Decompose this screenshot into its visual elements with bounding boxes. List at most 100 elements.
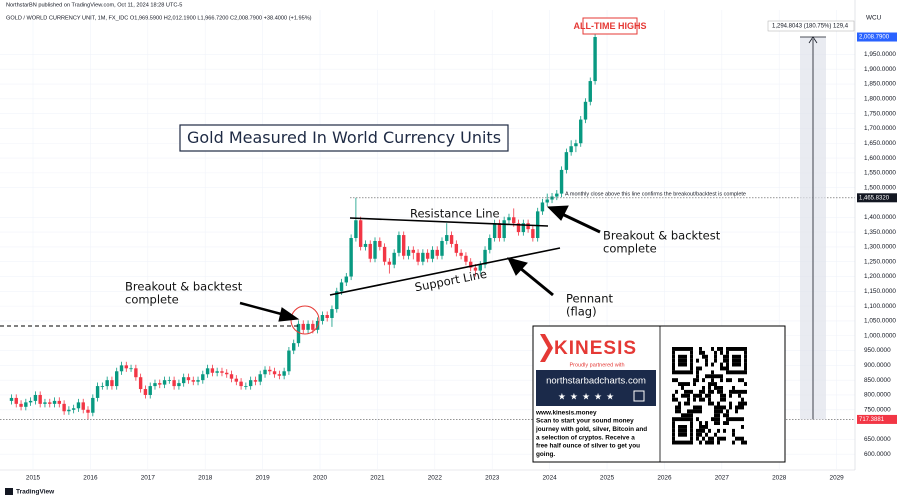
qr-module [690,350,693,355]
candle-body [86,409,90,413]
qr-module [735,405,738,410]
qr-module [720,397,723,402]
qr-module [687,370,690,375]
breakout-right: Breakout & backtest [603,229,721,243]
qr-module [705,440,708,445]
qr-module [684,382,687,386]
qr-module [684,358,687,363]
arrow-head [278,307,300,322]
x-tick-label: 2028 [772,475,787,482]
qr-module [681,386,684,390]
qr-module [675,378,678,383]
qr-module [738,405,741,410]
candle-body [473,267,478,271]
qr-module [702,425,705,429]
candle-body [148,386,152,395]
qr-module [735,358,738,363]
qr-module [672,366,675,371]
qr-module [672,358,675,363]
qr-module [672,436,675,441]
qr-module [738,362,741,367]
overlays: 2,008.7900 1,465.8320 717.3881 1,294.8043 (… [0,20,897,424]
qr-module [711,347,714,351]
qr-module [708,389,711,394]
qr-module [726,366,729,371]
currency: WCU [866,15,882,22]
breakout-left: complete [125,293,179,307]
qr-module [690,428,693,433]
qr-module [744,362,747,367]
candle-body [540,202,545,212]
qr-module [672,350,675,355]
qr-module [696,409,699,414]
candle-body [545,199,549,203]
candle-body [574,143,578,147]
qr-module [711,382,714,386]
qr-module [714,374,717,379]
qr-module [690,425,693,429]
qr-module [738,389,741,394]
candle-body [28,400,33,403]
y-tick-label: 1,350.0000 [864,229,896,236]
candle-body [124,365,128,369]
qr-module [744,401,747,406]
y-tick-label: 600.0000 [864,451,891,458]
qr-module [690,417,693,422]
qr-module [690,362,693,367]
qr-module [702,386,705,390]
qr-module [684,425,687,429]
x-tick-label: 2020 [313,475,328,482]
qr-module [687,417,690,422]
y-tick-label: 750.0000 [864,406,891,413]
qr-module [672,440,675,445]
candle-body [516,223,521,233]
qr-module [714,354,717,359]
qr-module [738,417,741,422]
y-tick-label: 1,250.0000 [864,258,896,265]
qr-module [711,389,714,394]
qr-module [729,417,732,422]
y-tick-label: 1,300.0000 [864,244,896,251]
pennant-label: Pennant [566,292,614,306]
qr-module [702,397,705,402]
ad: KINESIS Proudly partnered with northstar… [532,325,786,463]
qr-module [732,389,735,394]
qr-module [726,413,729,418]
candle-body [368,243,372,259]
qr-module [684,401,687,406]
qr-module [717,413,720,418]
y-tick-label: 1,750.0000 [864,110,896,117]
qr-module [723,421,726,425]
qr-module [714,417,717,422]
qr-module [678,382,681,386]
ad-banner [536,370,656,406]
qr-module [729,378,732,383]
qr-module [699,350,702,355]
y-tick-label: 650.0000 [864,436,891,443]
qr-module [684,413,687,418]
qr-module [672,370,675,375]
qr-module [684,362,687,367]
qr-module [702,378,705,383]
candle-body [196,380,200,382]
candle-body [62,403,66,412]
qr-module [699,428,702,433]
support-line [329,247,561,296]
candle-body [335,291,339,310]
candle-body [181,377,186,384]
y-tick-label: 1,500.0000 [864,184,896,191]
qr-module [672,393,675,398]
candle-body [311,323,315,330]
qr-module [741,397,744,402]
qr-module [738,436,741,441]
qr-module [717,374,720,379]
qr-module [681,413,684,418]
qr-module [696,366,699,371]
y-tick-label: 1,800.0000 [864,96,896,103]
candle-body [57,400,61,404]
y-tick-label: 1,000.0000 [864,332,896,339]
qr-module [723,354,726,359]
candle-body [24,402,28,407]
qr-module [678,354,681,359]
qr-module [678,440,681,445]
